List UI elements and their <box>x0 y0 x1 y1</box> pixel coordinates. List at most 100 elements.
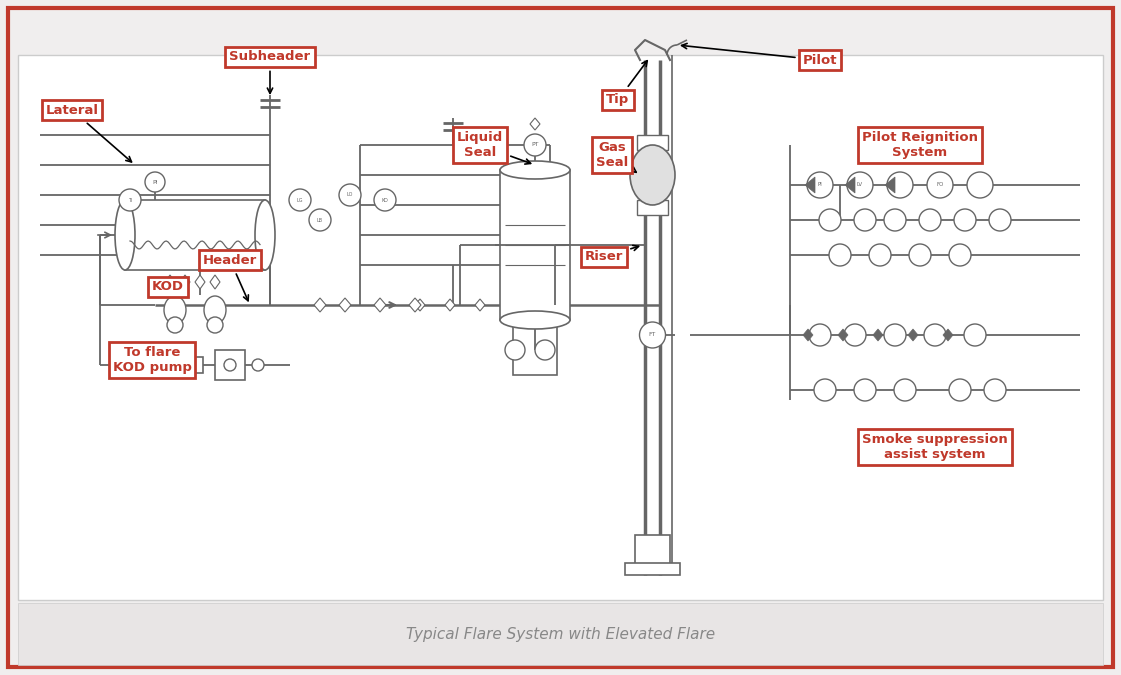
Text: Pilot: Pilot <box>682 43 837 67</box>
Ellipse shape <box>164 296 186 324</box>
Text: Riser: Riser <box>585 246 639 263</box>
Circle shape <box>374 189 396 211</box>
Ellipse shape <box>500 311 569 329</box>
Text: TI: TI <box>128 198 132 202</box>
Circle shape <box>119 189 141 211</box>
Text: Tip: Tip <box>606 61 647 107</box>
Circle shape <box>819 209 841 231</box>
Polygon shape <box>415 299 425 311</box>
Bar <box>637 135 668 150</box>
Bar <box>626 563 680 575</box>
Polygon shape <box>908 329 918 341</box>
Text: Pilot Reignition
System: Pilot Reignition System <box>862 131 978 159</box>
Text: LB: LB <box>317 217 323 223</box>
Circle shape <box>984 379 1006 401</box>
Circle shape <box>854 209 876 231</box>
Polygon shape <box>195 275 205 289</box>
Circle shape <box>887 172 912 198</box>
Circle shape <box>895 379 916 401</box>
Text: PI: PI <box>817 182 823 188</box>
Circle shape <box>145 172 165 192</box>
Ellipse shape <box>115 200 135 270</box>
Polygon shape <box>803 329 813 341</box>
Circle shape <box>535 340 555 360</box>
Circle shape <box>854 379 876 401</box>
Circle shape <box>339 184 361 206</box>
Text: Lateral: Lateral <box>46 103 131 162</box>
Circle shape <box>989 209 1011 231</box>
Ellipse shape <box>500 161 569 179</box>
Circle shape <box>814 379 836 401</box>
Bar <box>513 325 557 375</box>
Bar <box>187 357 203 373</box>
Text: LG: LG <box>297 198 304 202</box>
Circle shape <box>909 244 932 266</box>
Circle shape <box>252 359 265 371</box>
Polygon shape <box>530 118 540 130</box>
Circle shape <box>967 172 993 198</box>
Polygon shape <box>314 298 326 312</box>
Bar <box>634 535 670 565</box>
Circle shape <box>844 324 867 346</box>
Text: PI: PI <box>152 180 158 184</box>
Polygon shape <box>845 177 855 193</box>
Bar <box>18 55 1103 600</box>
Polygon shape <box>180 275 189 289</box>
Bar <box>126 200 265 270</box>
Circle shape <box>224 359 237 371</box>
Polygon shape <box>475 299 485 311</box>
Polygon shape <box>839 329 847 341</box>
Polygon shape <box>943 329 953 341</box>
Polygon shape <box>339 298 351 312</box>
Polygon shape <box>165 275 175 289</box>
Circle shape <box>949 379 971 401</box>
Text: Typical Flare System with Elevated Flare: Typical Flare System with Elevated Flare <box>406 628 715 643</box>
Polygon shape <box>873 329 883 341</box>
Text: PT: PT <box>531 142 539 148</box>
Text: Liquid
Seal: Liquid Seal <box>457 131 530 164</box>
Text: KO: KO <box>381 198 388 202</box>
Circle shape <box>830 244 851 266</box>
Text: Header: Header <box>203 254 257 301</box>
Polygon shape <box>805 177 815 193</box>
Text: LV: LV <box>856 182 863 188</box>
Circle shape <box>884 324 906 346</box>
Circle shape <box>964 324 986 346</box>
Polygon shape <box>374 298 386 312</box>
Circle shape <box>809 324 831 346</box>
Text: FO: FO <box>936 182 944 188</box>
Circle shape <box>524 134 546 156</box>
Polygon shape <box>445 299 455 311</box>
Ellipse shape <box>254 200 275 270</box>
Circle shape <box>884 209 906 231</box>
Circle shape <box>167 317 183 333</box>
Text: FT: FT <box>649 333 656 338</box>
Circle shape <box>954 209 976 231</box>
Text: To flare
KOD pump: To flare KOD pump <box>112 346 192 374</box>
Circle shape <box>504 340 525 360</box>
Text: Subheader: Subheader <box>230 51 311 93</box>
Circle shape <box>639 322 666 348</box>
Bar <box>500 170 569 320</box>
Circle shape <box>309 209 331 231</box>
Circle shape <box>847 172 873 198</box>
Polygon shape <box>409 298 421 312</box>
Text: Smoke suppression
assist system: Smoke suppression assist system <box>862 433 1008 461</box>
Circle shape <box>924 324 946 346</box>
Circle shape <box>869 244 891 266</box>
Circle shape <box>289 189 311 211</box>
Circle shape <box>927 172 953 198</box>
Circle shape <box>919 209 941 231</box>
Circle shape <box>807 172 833 198</box>
Polygon shape <box>210 275 220 289</box>
Bar <box>215 350 245 380</box>
Bar <box>637 200 668 215</box>
Ellipse shape <box>204 296 226 324</box>
Circle shape <box>207 317 223 333</box>
Polygon shape <box>884 177 895 193</box>
Text: Gas
Seal: Gas Seal <box>596 141 637 172</box>
Text: KOD: KOD <box>152 281 184 294</box>
Text: LO: LO <box>346 192 353 198</box>
Ellipse shape <box>630 145 675 205</box>
Circle shape <box>949 244 971 266</box>
